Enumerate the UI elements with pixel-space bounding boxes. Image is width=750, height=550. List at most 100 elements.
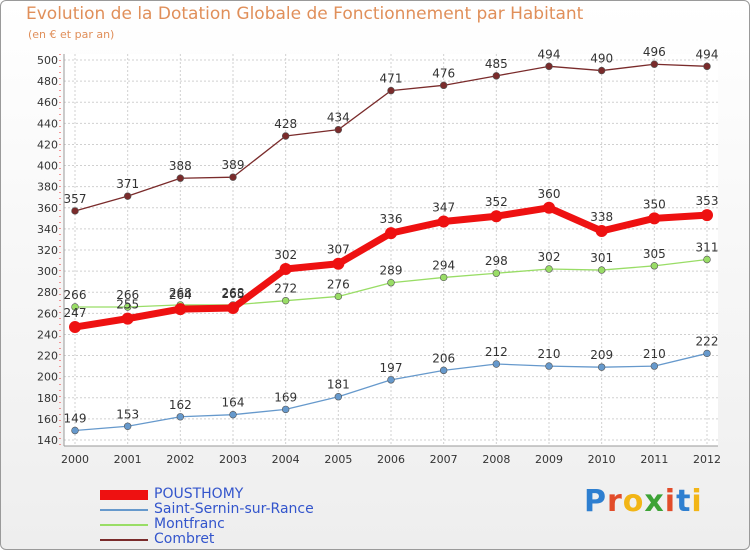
data-point (595, 225, 608, 237)
data-label: 388 (169, 159, 192, 173)
data-point (229, 410, 237, 419)
data-label: 210 (538, 347, 561, 361)
data-point (334, 393, 343, 401)
legend-swatch-saint-sernin (100, 509, 148, 511)
data-label: 338 (590, 210, 613, 224)
x-tick-label: 2006 (377, 453, 405, 466)
y-tick-label: 480 (37, 75, 58, 88)
data-label: 353 (696, 194, 719, 208)
x-tick-label: 2011 (640, 453, 668, 466)
y-tick-label: 180 (37, 392, 58, 405)
data-point (71, 207, 79, 215)
data-label: 181 (327, 378, 350, 392)
data-label: 389 (222, 158, 245, 172)
data-label: 302 (538, 250, 561, 264)
data-label: 302 (274, 248, 297, 262)
x-tick-label: 2007 (430, 453, 458, 466)
data-point (279, 263, 292, 275)
x-tick-label: 2002 (166, 453, 194, 466)
legend-label: Saint-Sernin-sur-Rance (154, 501, 314, 517)
data-point (176, 413, 185, 421)
data-label: 496 (643, 45, 666, 59)
legend-swatch-combret (100, 539, 148, 541)
data-point (545, 362, 553, 370)
y-tick-label: 200 (37, 371, 58, 384)
data-point (650, 262, 659, 270)
x-tick-label: 2001 (114, 453, 142, 466)
data-label: 311 (696, 241, 719, 255)
data-point (490, 210, 503, 223)
data-label: 266 (116, 288, 139, 302)
y-tick-label: 360 (37, 202, 58, 215)
y-tick-label: 280 (37, 286, 58, 299)
data-label: 169 (274, 390, 297, 404)
data-label: 371 (116, 177, 139, 191)
data-label: 357 (64, 192, 87, 206)
y-tick-label: 140 (37, 434, 58, 447)
data-point (227, 302, 239, 315)
legend-swatch-pousthomy (100, 490, 148, 500)
data-label: 197 (380, 361, 403, 375)
data-point (387, 376, 395, 384)
data-label: 294 (432, 258, 455, 272)
data-point (703, 255, 711, 264)
data-label: 476 (432, 66, 455, 80)
chart-subtitle: (en € et par an) (28, 28, 115, 41)
data-label: 289 (380, 264, 403, 278)
x-tick-label: 2000 (61, 453, 89, 466)
data-point (334, 125, 343, 134)
x-tick-label: 2003 (219, 453, 247, 466)
data-label: 153 (116, 407, 139, 421)
y-tick-label: 500 (37, 54, 58, 67)
data-point (71, 303, 79, 311)
y-tick-label: 340 (37, 223, 58, 236)
data-point (387, 86, 395, 95)
legend-swatch-montfranc (100, 524, 148, 526)
data-point (648, 212, 661, 225)
data-label: 247 (64, 306, 87, 320)
data-point (650, 362, 659, 370)
data-label: 490 (590, 52, 613, 66)
data-point (492, 269, 501, 277)
data-label: 347 (432, 201, 455, 215)
data-point (492, 360, 501, 368)
data-point (703, 349, 711, 358)
y-tick-label: 300 (37, 265, 58, 278)
x-tick-label: 2004 (272, 453, 300, 466)
proxiti-logo: Proxiti (584, 484, 703, 519)
data-point (650, 60, 659, 68)
x-tick-label: 2010 (588, 453, 616, 466)
data-point (543, 201, 555, 214)
data-label: 255 (116, 298, 139, 312)
data-label: 336 (380, 212, 403, 226)
data-point (437, 215, 450, 228)
data-point (281, 296, 290, 305)
data-point (69, 321, 81, 334)
data-label: 276 (327, 277, 350, 291)
data-point (492, 72, 501, 80)
legend-label: Combret (154, 531, 215, 547)
data-point (176, 174, 185, 182)
data-point (123, 303, 132, 311)
data-label: 298 (485, 254, 508, 268)
data-point (334, 292, 343, 301)
data-label: 162 (169, 398, 192, 412)
data-label: 350 (643, 197, 666, 211)
data-point (439, 273, 448, 282)
data-point (174, 303, 187, 316)
data-point (281, 132, 290, 140)
data-label: 352 (485, 195, 508, 209)
data-point (229, 173, 237, 181)
y-tick-label: 420 (37, 138, 58, 151)
data-label: 272 (274, 282, 297, 296)
data-point (385, 227, 397, 240)
data-label: 434 (327, 111, 350, 125)
data-label: 210 (643, 347, 666, 361)
data-label: 265 (222, 287, 245, 301)
y-tick-label: 460 (37, 96, 58, 109)
data-label: 471 (380, 72, 403, 86)
y-tick-label: 380 (37, 181, 58, 194)
data-label: 301 (590, 251, 613, 265)
data-point (439, 366, 448, 375)
